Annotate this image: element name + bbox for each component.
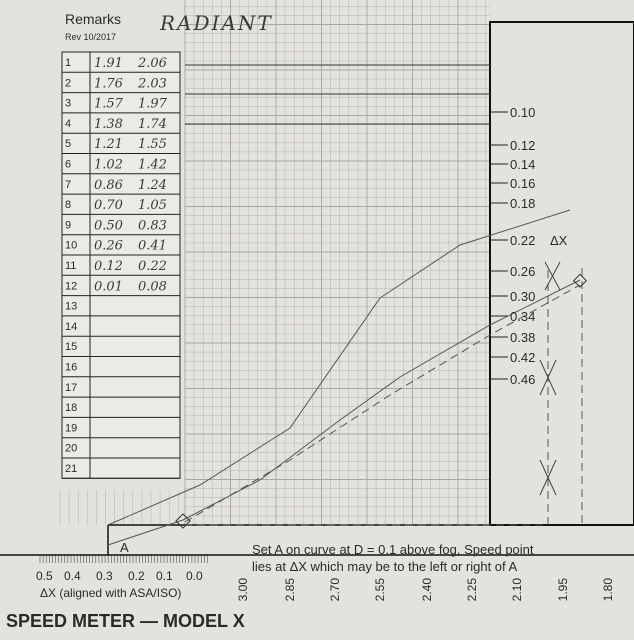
row-high: 0.41 [138,239,167,254]
bottom-scale-label: 2.85 [283,578,297,602]
curve [107,279,581,546]
row-high: 2.06 [137,56,167,71]
left-scale-label: 0.5 [36,569,53,583]
row-number: 11 [65,260,76,272]
bottom-scale-label: 2.40 [420,578,434,602]
row-low: 0.01 [94,279,123,294]
row-number: 17 [65,382,77,394]
row-number: 14 [65,321,77,333]
bottom-scale-label: 3.00 [236,578,250,602]
row-high: 1.24 [138,178,167,193]
row-low: 1.02 [94,158,123,173]
cross-marks [539,261,561,496]
row-low: 1.76 [94,76,123,91]
right-scale-symbol: ΔX [550,233,568,248]
row-number: 3 [65,98,71,110]
marker [572,273,588,288]
bottom-scale-label: 2.55 [373,578,387,602]
handwritten-note: RADIANT [159,11,273,35]
marker [175,513,191,529]
right-scale-label: 0.38 [510,330,535,345]
row-low: 0.12 [94,259,123,274]
remarks-title: Remarks [65,11,121,27]
scales: 0.100.120.140.160.180.220.260.300.340.38… [36,105,615,601]
left-scale-label: 0.0 [186,569,203,583]
right-scale-label: 0.46 [510,372,535,387]
row-number: 5 [65,138,71,150]
row-high: 1.55 [138,137,167,152]
row-number: 19 [65,422,77,434]
row-low: 1.38 [94,117,123,132]
row-number: 7 [65,179,71,191]
bottom-scale-label: 2.70 [328,578,342,602]
row-number: 1 [65,57,71,69]
row-high: 0.83 [138,218,167,233]
right-scale-label: 0.10 [510,105,535,120]
right-scale-label: 0.42 [510,350,535,365]
row-number: 4 [65,118,71,130]
row-number: 9 [65,219,71,231]
row-number: 13 [65,301,77,313]
row-low: 0.86 [94,178,123,193]
row-high: 1.97 [138,97,168,112]
right-scale-label: 0.16 [510,176,535,191]
table: 1 1.91 2.06 2 1.76 2.03 3 1.57 1.97 4 1.38 1.74 5 1.2… [61,51,181,479]
right-scale-label: 0.26 [510,264,535,279]
row-number: 12 [65,280,77,292]
row-low: 0.26 [94,239,123,254]
row-high: 0.08 [138,279,167,294]
row-number: 8 [65,199,71,211]
bottom-scale-label: 2.10 [510,578,524,602]
right-scale-label: 0.14 [510,157,535,172]
row-high: 1.74 [138,117,167,132]
row-number: 10 [65,240,77,252]
bottom-scale-label: 2.25 [465,578,479,602]
row-high: 1.42 [138,158,167,173]
row-number: 2 [65,77,71,89]
row-low: 1.91 [94,56,123,71]
instruction-line: Set A on curve at D = 0.1 above fog. Spe… [252,542,534,557]
row-number: 16 [65,362,77,374]
bottom-scale-label: 1.80 [601,578,615,602]
row-high: 2.03 [137,76,167,91]
curve [184,284,581,523]
right-scale-label: 0.22 [510,233,535,248]
right-scale-label: 0.12 [510,138,535,153]
row-high: 1.05 [138,198,167,213]
curve [107,209,571,526]
row-low: 0.70 [94,198,123,213]
left-scale-caption: ΔX (aligned with ASA/ISO) [40,586,181,600]
row-number: 20 [65,443,77,455]
footer-title: SPEED METER — MODEL X [6,611,245,631]
guide [185,270,549,526]
scale-frame [489,21,634,526]
row-number: 15 [65,341,77,353]
left-scale-label: 0.3 [96,569,113,583]
right-scale-label: 0.34 [510,309,535,324]
row-low: 1.21 [94,137,123,152]
revision: Rev 10/2017 [65,32,116,42]
left-scale-label: 0.1 [156,569,173,583]
row-high: 0.22 [138,259,167,274]
bottom-scale-label: 1.95 [556,578,570,602]
row-low: 1.57 [94,97,124,112]
right-scale-label: 0.18 [510,196,535,211]
row-number: 21 [65,463,77,475]
left-scale-label: 0.4 [64,569,81,583]
row-low: 0.50 [94,218,123,233]
left-scale-label: 0.2 [128,569,145,583]
right-scale-label: 0.30 [510,289,535,304]
table-frame [61,51,181,479]
row-number: 6 [65,159,71,171]
row-number: 18 [65,402,77,414]
point-a: A [120,540,129,555]
instruction-line: lies at ΔX which may be to the left or r… [252,559,518,574]
